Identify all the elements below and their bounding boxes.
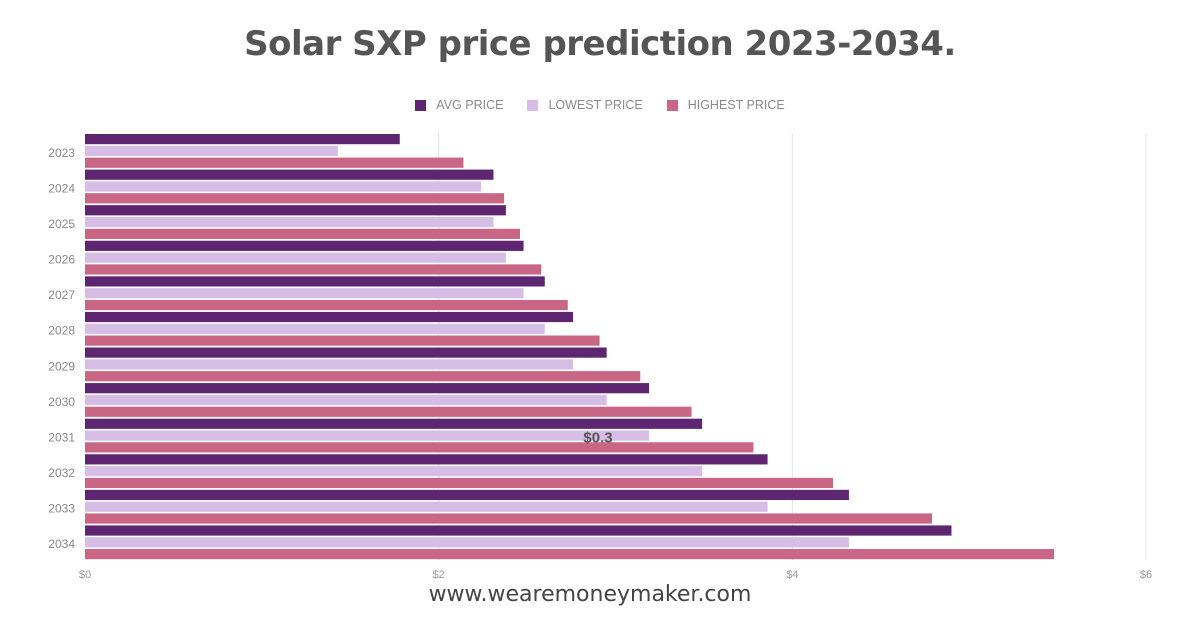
bar-lowest-price-2033[interactable]: [85, 501, 768, 512]
bar-highest-price-2030[interactable]: [85, 406, 692, 417]
bar-avg-price-2026[interactable]: [85, 240, 524, 251]
legend-item-lowest-price[interactable]: LOWEST PRICE: [527, 98, 643, 112]
y-tick-label: 2033: [48, 502, 75, 516]
x-tick-label: $4: [786, 569, 798, 581]
bar-avg-price-2023[interactable]: [85, 134, 400, 145]
bar-avg-price-2027[interactable]: [85, 276, 545, 287]
y-axis-ticks: 2023 2024 2025 2026 2027 2028 2029 2030 2031 2032…: [48, 146, 75, 551]
y-tick-label: 2029: [48, 359, 75, 373]
x-tick-label: $2: [433, 569, 445, 581]
legend-swatch-highest-price: [666, 99, 678, 111]
bar-avg-price-2024[interactable]: [85, 169, 494, 180]
legend-label-lowest-price: LOWEST PRICE: [548, 98, 643, 112]
y-tick-label: 2023: [48, 146, 75, 160]
bar-lowest-price-2030[interactable]: [85, 394, 607, 406]
bar-highest-price-2031[interactable]: [85, 442, 754, 453]
bar-highest-price-2025[interactable]: [85, 228, 521, 239]
bar-highest-price-2023[interactable]: [85, 157, 464, 168]
chart-title: Solar SXP price prediction 2023-2034.: [244, 24, 956, 64]
website-footer: www.wearemoneymaker.com: [428, 582, 752, 607]
bar-avg-price-2031[interactable]: [85, 418, 703, 429]
bar-avg-price-2034[interactable]: [85, 525, 952, 536]
annotation-label: $0.3: [583, 429, 612, 446]
y-tick-label: 2032: [48, 466, 75, 480]
bar-lowest-price-2032[interactable]: [85, 466, 703, 477]
x-tick-label: $6: [1140, 569, 1152, 581]
bar-highest-price-2026[interactable]: [85, 264, 542, 275]
bar-avg-price-2028[interactable]: [85, 311, 574, 323]
bar-avg-price-2032[interactable]: [85, 454, 768, 465]
bar-lowest-price-2024[interactable]: [85, 181, 482, 192]
x-tick-label: $0: [79, 569, 91, 581]
bar-highest-price-2028[interactable]: [85, 335, 600, 346]
legend-swatch-avg-price: [415, 99, 427, 111]
bar-avg-price-2033[interactable]: [85, 489, 849, 501]
gridlines: [438, 133, 1147, 560]
legend-label-highest-price: HIGHEST PRICE: [687, 98, 785, 112]
bar-lowest-price-2026[interactable]: [85, 252, 506, 263]
legend-item-highest-price[interactable]: HIGHEST PRICE: [666, 98, 785, 112]
y-tick-label: 2034: [48, 537, 75, 551]
bar-lowest-price-2023[interactable]: [85, 145, 338, 156]
legend-label-avg-price: AVG PRICE: [436, 98, 504, 112]
bar-highest-price-2032[interactable]: [85, 477, 834, 489]
bar-lowest-price-2034[interactable]: [85, 537, 849, 548]
y-tick-label: 2025: [48, 217, 75, 231]
bars: [85, 134, 1055, 560]
bar-avg-price-2030[interactable]: [85, 383, 650, 394]
y-tick-label: 2028: [48, 324, 75, 338]
y-tick-label: 2030: [48, 395, 75, 409]
bar-highest-price-2034[interactable]: [85, 549, 1055, 560]
bar-lowest-price-2025[interactable]: [85, 216, 494, 228]
bar-highest-price-2033[interactable]: [85, 513, 933, 524]
y-tick-label: 2026: [48, 253, 75, 267]
y-tick-label: 2031: [48, 430, 75, 444]
bar-lowest-price-2029[interactable]: [85, 359, 574, 370]
bar-lowest-price-2031[interactable]: [85, 430, 650, 441]
legend-item-avg-price[interactable]: AVG PRICE: [415, 98, 503, 112]
x-axis-ticks: $0 $2 $4 $6: [79, 569, 1152, 581]
bar-avg-price-2025[interactable]: [85, 205, 506, 216]
y-tick-label: 2024: [48, 181, 75, 195]
bar-lowest-price-2027[interactable]: [85, 288, 524, 299]
y-tick-label: 2027: [48, 288, 75, 302]
chart-legend: AVG PRICE LOWEST PRICE HIGHEST PRICE: [0, 98, 1200, 112]
bar-avg-price-2029[interactable]: [85, 347, 607, 358]
bar-highest-price-2029[interactable]: [85, 371, 641, 382]
bar-lowest-price-2028[interactable]: [85, 323, 545, 334]
bar-highest-price-2027[interactable]: [85, 299, 568, 311]
legend-swatch-lowest-price: [527, 99, 539, 111]
bar-highest-price-2024[interactable]: [85, 193, 505, 204]
annotations: $0.3: [583, 429, 612, 446]
